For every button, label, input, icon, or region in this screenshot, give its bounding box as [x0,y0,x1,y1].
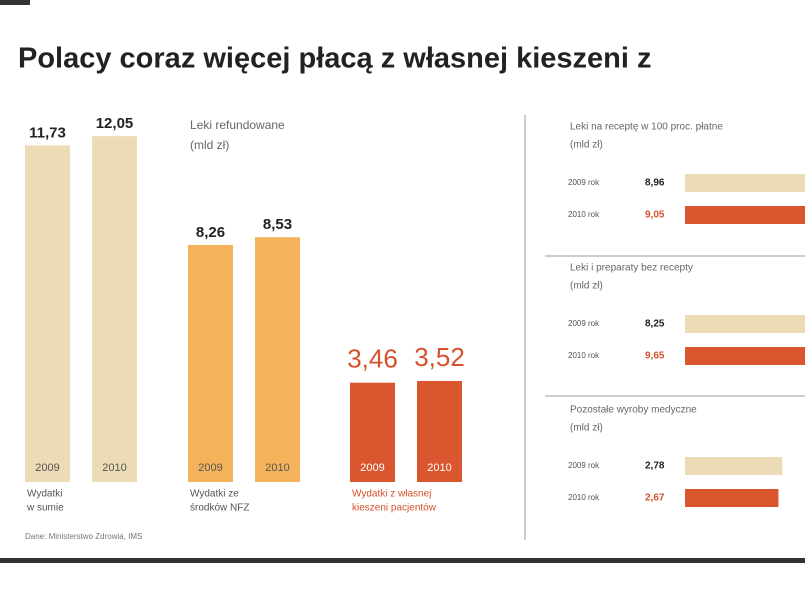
value-label: 8,26 [196,224,225,241]
bar [25,145,70,482]
value-label: 12,05 [96,115,134,132]
year-label: 2009 [360,462,384,474]
panel-title: Leki na receptę w 100 proc. płatne [570,122,723,133]
chart-title: Polacy coraz więcej płacą z własnej kies… [18,43,651,75]
year-label: 2010 [427,462,451,474]
bar [350,382,395,482]
panel-title: (mld zł) [570,423,603,434]
source: Dane: Ministerstwo Zdrowia, IMS [25,532,142,541]
category-label: kieszeni pacjentów [352,503,437,514]
value-label: 2,67 [645,493,665,504]
panel-title: Pozostałe wyroby medyczne [570,405,697,416]
year-label: 2009 [35,462,59,474]
subtitle: Leki refundowane [190,118,285,132]
bar [685,457,783,475]
bar [255,237,300,482]
bar [685,174,805,192]
value-label: 8,96 [645,178,665,189]
value-label: 9,65 [645,351,665,362]
value-label: 2,78 [645,461,665,472]
panel-title: (mld zł) [570,140,603,151]
bar [188,244,233,482]
value-label: 3,52 [414,342,465,372]
value-label: 11,73 [29,124,66,141]
row-label: 2009 rok [568,319,600,328]
category-label: środków NFZ [190,503,249,514]
subtitle: (mld zł) [190,138,229,152]
panel-title: Leki i preparaty bez recepty [570,263,693,274]
bar [685,489,779,507]
bar [417,380,462,482]
bottom-rule [0,558,805,563]
corner-block [0,0,30,5]
category-label: Wydatki [27,489,62,500]
bar [685,347,805,365]
bar [685,206,805,224]
value-label: 9,05 [645,210,665,221]
year-label: 2010 [102,462,126,474]
category-label: Wydatki ze [190,489,239,500]
row-label: 2010 rok [568,351,600,360]
category-label: Wydatki z własnej [352,489,431,500]
row-label: 2010 rok [568,493,600,502]
row-label: 2009 rok [568,461,600,470]
year-label: 2009 [198,462,222,474]
row-label: 2009 rok [568,178,600,187]
row-label: 2010 rok [568,210,600,219]
value-label: 8,25 [645,319,665,330]
panel-title: (mld zł) [570,281,603,292]
value-label: 8,53 [263,216,292,233]
bar [685,315,805,333]
bar [92,136,137,483]
value-label: 3,46 [347,344,398,374]
year-label: 2010 [265,462,289,474]
category-label: w sumie [26,503,64,514]
